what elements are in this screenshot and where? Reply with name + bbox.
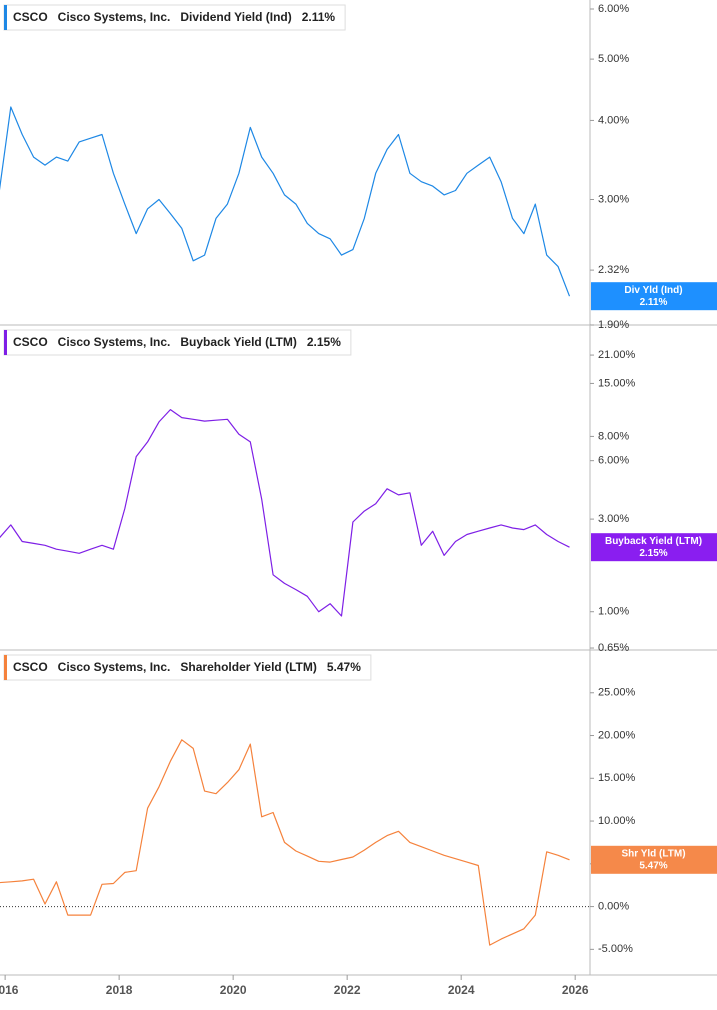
- legend-ticker: CSCO: [13, 10, 48, 24]
- flag-label: Buyback Yield (LTM): [605, 536, 702, 547]
- legend-title: Shareholder Yield (LTM): [180, 660, 316, 674]
- legend-ticker: CSCO: [13, 335, 48, 349]
- x-tick-label: 2026: [562, 983, 589, 997]
- y-tick-label: 8.00%: [598, 430, 629, 442]
- y-tick-label: 20.00%: [598, 729, 636, 741]
- panel: 6.00% 5.00% 4.00% 3.00% 2.32% 1.90% CSCO Cisco …: [0, 0, 717, 331]
- legend-last-value-label: 2.11%: [302, 10, 336, 24]
- legend-last-value-label: 5.47%: [327, 660, 361, 674]
- y-tick-label: 4.00%: [598, 114, 629, 126]
- y-tick-label: 21.00%: [598, 349, 636, 361]
- flag-label: Shr Yld (LTM): [621, 848, 685, 859]
- flag-value: 2.15%: [639, 548, 667, 559]
- y-tick-label: 1.90%: [598, 319, 629, 331]
- y-tick-label: 3.00%: [598, 193, 629, 205]
- y-tick-label: 2.32%: [598, 264, 629, 276]
- legend-company: Cisco Systems, Inc.: [58, 10, 171, 24]
- x-tick-label: 2020: [220, 983, 247, 997]
- x-tick-label: 2018: [106, 983, 133, 997]
- value-flag: [591, 845, 717, 874]
- x-tick-label: 2022: [334, 983, 361, 997]
- legend-company: Cisco Systems, Inc.: [58, 335, 171, 349]
- y-tick-label: -5.00%: [598, 943, 633, 955]
- y-tick-label: 5.00%: [598, 53, 629, 65]
- panel: 21.00% 15.00% 8.00% 6.00% 3.00% 1.00% 0.65% CSC…: [0, 325, 717, 654]
- y-tick-label: 15.00%: [598, 772, 636, 784]
- legend-box: [3, 329, 352, 356]
- legend-company: Cisco Systems, Inc.: [58, 660, 171, 674]
- legend-last-value-label: 2.15%: [307, 335, 341, 349]
- legend-box: [3, 4, 346, 31]
- value-flag: [591, 533, 717, 562]
- legend-swatch: [4, 655, 7, 680]
- legend-title: Dividend Yield (Ind): [180, 10, 291, 24]
- legend-swatch: [4, 330, 7, 355]
- value-flag: [591, 282, 717, 311]
- legend: CSCO Cisco Systems, Inc. Buyback Yield (LT…: [3, 329, 352, 356]
- y-tick-label: 0.00%: [598, 900, 629, 912]
- flag-value: 5.47%: [639, 860, 667, 871]
- y-tick-label: 6.00%: [598, 455, 629, 467]
- legend-title: Buyback Yield (LTM): [180, 335, 296, 349]
- y-tick-label: 15.00%: [598, 377, 636, 389]
- series-line: [0, 106, 571, 297]
- y-tick-label: 3.00%: [598, 513, 629, 525]
- y-tick-label: 25.00%: [598, 687, 636, 699]
- y-tick-label: 10.00%: [598, 815, 636, 827]
- x-tick-label: 2024: [448, 983, 475, 997]
- legend-swatch: [4, 5, 7, 30]
- legend: CSCO Cisco Systems, Inc. Shareholder Yield…: [3, 654, 372, 681]
- y-tick-label: 1.00%: [598, 606, 629, 618]
- legend: CSCO Cisco Systems, Inc. Dividend Yield (I…: [3, 4, 346, 31]
- series-line: [0, 409, 570, 617]
- flag-label: Div Yld (Ind): [624, 285, 682, 296]
- y-tick-label: 0.65%: [598, 642, 629, 654]
- series-line: [0, 739, 570, 946]
- x-tick-label: 2016: [0, 983, 19, 997]
- flag-value: 2.11%: [640, 297, 668, 308]
- panel: 25.00%20.00%15.00%10.00%5.00%0.00%-5.00%…: [0, 650, 717, 997]
- y-tick-label: 6.00%: [598, 3, 629, 15]
- legend-ticker: CSCO: [13, 660, 48, 674]
- legend-box: [3, 654, 372, 681]
